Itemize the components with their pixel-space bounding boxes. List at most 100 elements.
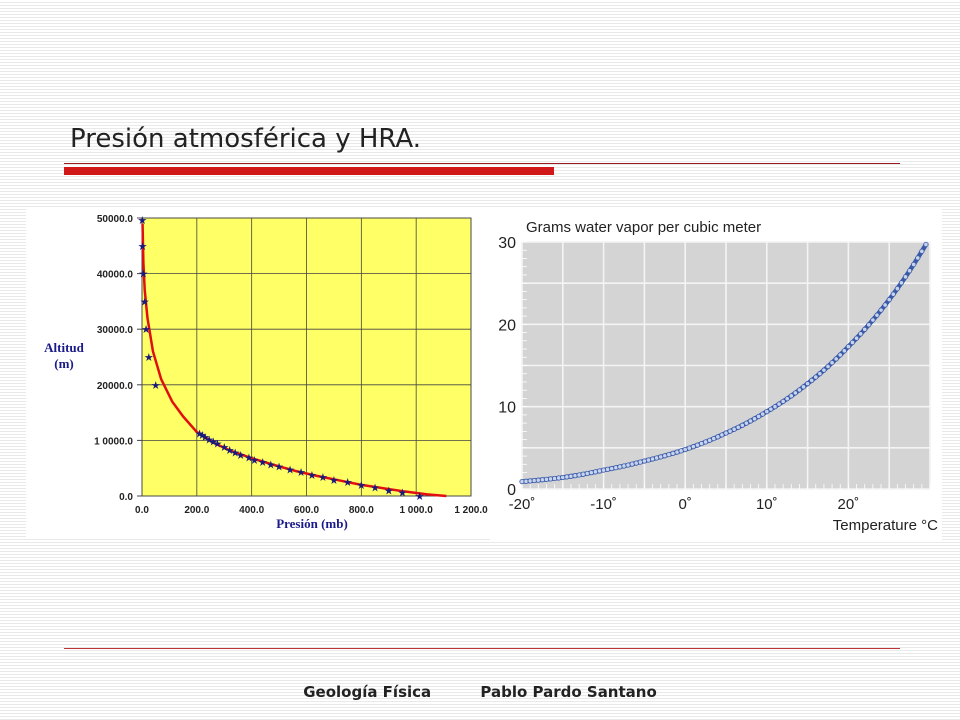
chart2-series-bead <box>849 339 856 346</box>
chart1-data-point: ★ <box>307 469 317 482</box>
chart2-x-tick-label: -10˚ <box>590 496 617 513</box>
chart2-y-tick-label: 0 <box>507 482 516 499</box>
chart1-data-point: ★ <box>249 454 259 467</box>
chart2-series-bead <box>576 472 582 478</box>
chart1-data-point: ★ <box>244 452 254 465</box>
chart1-y-tick-label: 40000.0 <box>97 270 134 281</box>
chart2-series-bead <box>788 393 794 399</box>
chart1-data-point: ★ <box>140 295 150 308</box>
chart1-data-point: ★ <box>144 351 154 364</box>
chart2-series-bead <box>825 363 831 370</box>
chart2-series-bead <box>911 261 917 268</box>
chart2-series-bead <box>874 312 880 318</box>
title-accent-bar <box>64 167 554 175</box>
title-underline <box>64 163 900 164</box>
chart1-x-tick-label: 400.0 <box>239 505 264 516</box>
chart1-y-tick-label: 0.0 <box>119 492 133 503</box>
chart1-data-point: ★ <box>219 441 229 454</box>
chart2-series-bead <box>906 268 913 274</box>
chart2-series-bead <box>858 331 864 337</box>
chart2-series-bead <box>898 280 905 286</box>
chart2-series-bead <box>588 470 594 476</box>
chart1-data-point: ★ <box>343 476 353 489</box>
chart1-x-tick-label: 200.0 <box>184 505 209 516</box>
chart2-series-bead <box>751 416 758 422</box>
chart1-data-point: ★ <box>356 479 366 492</box>
chart1-y-axis-unit: (m) <box>54 356 74 371</box>
chart1-fitted-curve <box>141 223 447 498</box>
chart1-y-tick-label: 1 0000.0 <box>94 436 133 447</box>
chart1-data-point: ★ <box>200 431 210 444</box>
pressure-altitude-chart: 0.0 200.0 400.0 600.0 800.0 1 000.0 1 200.0 0.0… <box>26 208 490 538</box>
chart2-series-bead <box>719 432 725 438</box>
chart2-series-bead <box>919 248 925 254</box>
chart1-data-point: ★ <box>138 268 148 281</box>
chart1-data-point: ★ <box>138 240 148 253</box>
chart1-data-point: ★ <box>212 438 222 451</box>
chart2-series-bead <box>886 297 892 303</box>
footer: Geología Física Pablo Pardo Santano <box>0 683 960 701</box>
chart2-series-bead <box>784 396 790 402</box>
chart2-series-bead <box>625 462 631 468</box>
chart2-series-bead <box>776 401 782 407</box>
chart2-y-tick-label: 10 <box>498 400 516 417</box>
chart2-series-bead <box>756 413 762 420</box>
chart2-series-bead <box>796 387 803 393</box>
water-vapor-chart: Grams water vapor per cubic meter 0 10 20 30… <box>490 208 942 540</box>
chart2-x-tick-label: 20˚ <box>838 496 860 513</box>
chart1-data-point: ★ <box>415 490 425 503</box>
chart2-series-bead <box>568 473 574 479</box>
chart2-series-bead <box>580 471 586 477</box>
chart2-x-tick-label: 10˚ <box>756 496 778 513</box>
chart2-series-bead <box>747 418 754 424</box>
chart2-series-bead <box>866 322 872 328</box>
chart2-series-bead <box>735 424 741 430</box>
chart1-data-point: ★ <box>296 466 306 479</box>
chart2-series-bead <box>572 473 578 479</box>
chart1-data-point: ★ <box>384 484 394 497</box>
chart1-x-tick-label: 600.0 <box>294 505 319 516</box>
chart2-series-bead <box>743 420 749 426</box>
chart2-series-bead <box>809 377 815 383</box>
chart1-data-point: ★ <box>398 487 408 500</box>
chart2-series-bead <box>715 434 721 440</box>
chart1-data-point: ★ <box>195 428 205 441</box>
chart2-series-bead <box>739 422 745 428</box>
chart1-data-point: ★ <box>197 429 207 442</box>
slide-title: Presión atmosférica y HRA. <box>70 124 422 154</box>
chart2-title: Grams water vapor per cubic meter <box>526 219 761 236</box>
chart1-x-tick-label: 800.0 <box>349 505 374 516</box>
chart2-series-bead <box>731 426 737 432</box>
chart2-series-bead <box>605 466 611 472</box>
chart1-x-tick-label: 1 000.0 <box>399 505 433 516</box>
chart2-series-bead <box>792 390 798 396</box>
chart1-data-point: ★ <box>370 482 380 495</box>
chart2-series-bead <box>923 241 929 248</box>
chart1-data-point: ★ <box>266 458 276 471</box>
chart2-series-bead <box>780 398 786 405</box>
chart2-series-bead <box>841 348 847 354</box>
chart2-series-bead <box>601 467 607 473</box>
chart2-series-bead <box>723 430 729 436</box>
chart2-series-bead <box>882 302 888 308</box>
chart1-data-point: ★ <box>318 471 328 484</box>
chart2-series-bead <box>817 371 823 377</box>
chart2-series-bead <box>829 360 835 366</box>
chart2-series-bead <box>768 406 774 412</box>
chart2-series-bead <box>613 465 619 471</box>
chart2-series-bead <box>764 409 770 415</box>
chart2-series-bead <box>894 285 900 292</box>
chart1-data-point: ★ <box>208 436 218 449</box>
chart1-data-point: ★ <box>137 214 147 227</box>
chart1-data-point: ★ <box>151 379 161 392</box>
chart2-series-bead <box>560 474 566 481</box>
chart2-series-bead <box>870 317 876 323</box>
chart2-series-bead <box>853 335 860 341</box>
chart1-y-tick-label: 30000.0 <box>97 325 134 336</box>
chart1-data-point: ★ <box>236 449 246 462</box>
chart1-data-point: ★ <box>141 323 151 336</box>
chart1-data-point: ★ <box>225 444 235 457</box>
chart2-series-bead <box>564 474 570 480</box>
chart2-series-bead <box>800 384 807 390</box>
chart1-x-tick-label: 0.0 <box>135 505 149 516</box>
